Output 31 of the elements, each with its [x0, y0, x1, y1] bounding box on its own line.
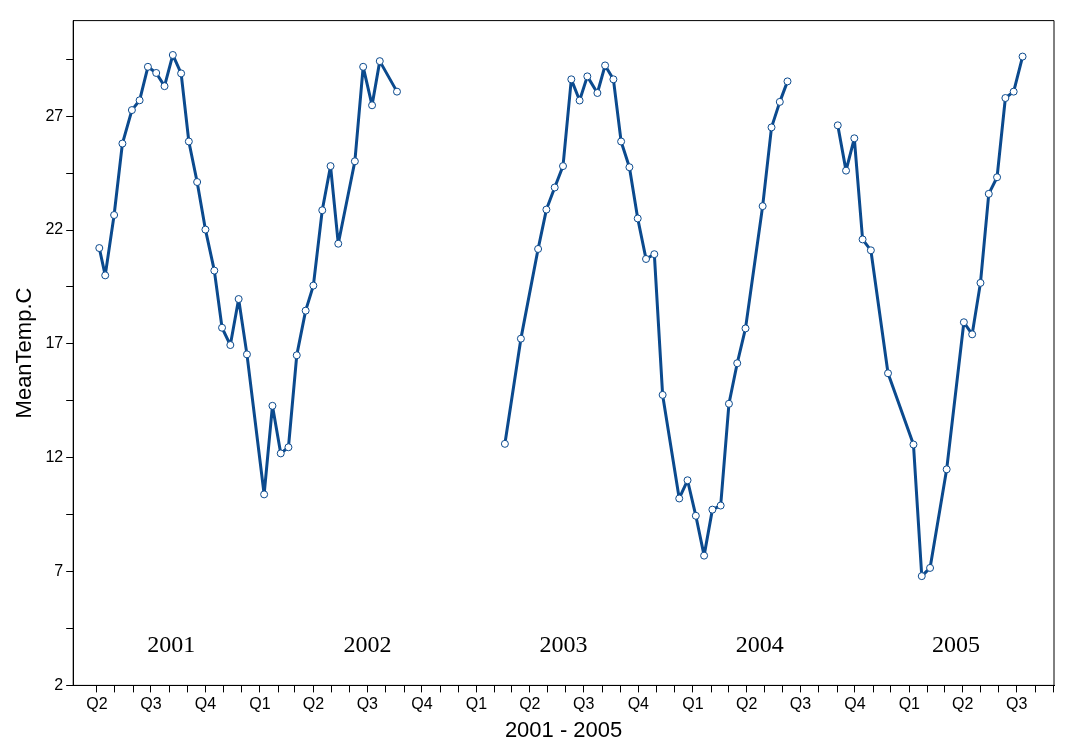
x-tick-label: Q3 [1005, 695, 1028, 713]
annotation: 2004 [735, 630, 784, 657]
x-tick-label: Q1 [249, 695, 271, 713]
y-tick-label: 22 [45, 220, 64, 238]
x-tick-label: Q1 [465, 695, 488, 713]
annotation: 2002 [343, 630, 392, 657]
x-tick-label: Q1 [898, 695, 921, 713]
y-tick-label: 27 [45, 106, 64, 124]
annotation: 2003 [539, 630, 588, 657]
y-tick-label: 12 [45, 448, 64, 466]
x-tick-label: Q3 [789, 695, 812, 713]
x-tick-label: Q3 [573, 695, 595, 713]
annotation: 2001 [147, 630, 196, 657]
y-tick-label: 7 [54, 561, 64, 579]
x-tick-label: Q3 [140, 695, 162, 713]
y-axis-title: MeanTemp.C [11, 287, 37, 419]
x-tick-label: Q3 [356, 695, 379, 713]
x-tick-label: Q4 [194, 695, 217, 713]
annotation: 2005 [931, 630, 980, 657]
x-tick-label: Q4 [411, 695, 433, 713]
x-tick-label: Q2 [302, 695, 325, 713]
x-tick-label: Q4 [627, 695, 650, 713]
x-tick-label: Q1 [682, 695, 704, 713]
x-tick-label: Q2 [736, 695, 758, 713]
y-tick-label: 17 [45, 334, 64, 352]
x-axis-title: 2001 - 2005 [504, 716, 623, 742]
x-tick-label: Q2 [519, 695, 541, 713]
x-tick-label: Q4 [844, 695, 866, 713]
x-tick-label: Q2 [86, 695, 108, 713]
x-tick-label: Q2 [952, 695, 974, 713]
y-tick-label: 2 [54, 675, 64, 693]
